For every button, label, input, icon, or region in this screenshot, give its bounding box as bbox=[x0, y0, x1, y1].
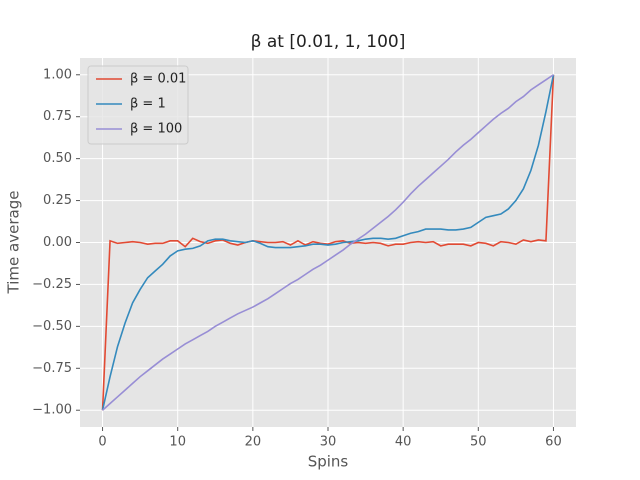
x-tick-label: 60 bbox=[545, 435, 562, 450]
x-tick-label: 30 bbox=[320, 435, 337, 450]
legend-box bbox=[87, 65, 189, 145]
y-tick-label: 0.25 bbox=[43, 193, 72, 208]
x-tick-label: 40 bbox=[395, 435, 412, 450]
legend-label: β = 1 bbox=[130, 97, 166, 112]
legend-label: β = 0.01 bbox=[130, 72, 186, 87]
x-tick-label: 50 bbox=[470, 435, 487, 450]
y-tick-label: 0.00 bbox=[43, 235, 72, 250]
x-tick-label: 10 bbox=[169, 435, 186, 450]
y-tick-label: −1.00 bbox=[32, 403, 72, 418]
y-tick-label: 0.75 bbox=[43, 109, 72, 124]
y-axis-label: Time average bbox=[5, 191, 23, 295]
line-series bbox=[101, 74, 555, 411]
chart-title: β at [0.01, 1, 100] bbox=[251, 32, 406, 52]
x-tick-label: 0 bbox=[98, 435, 106, 450]
y-tick-label: −0.50 bbox=[32, 319, 72, 334]
line-series bbox=[102, 74, 554, 411]
y-tick-label: −0.25 bbox=[32, 277, 72, 292]
line-series bbox=[101, 74, 555, 411]
y-tick-label: 0.50 bbox=[43, 151, 72, 166]
y-tick-label: 1.00 bbox=[43, 67, 72, 82]
x-axis-label: Spins bbox=[308, 453, 349, 471]
legend-label: β = 100 bbox=[130, 122, 182, 137]
y-tick-label: −0.75 bbox=[32, 361, 72, 376]
x-tick-label: 20 bbox=[245, 435, 262, 450]
